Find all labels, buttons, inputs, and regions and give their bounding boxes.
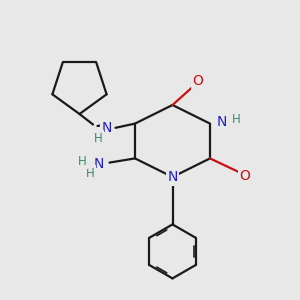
Text: N: N: [167, 170, 178, 184]
Text: H: H: [78, 154, 87, 168]
Text: H: H: [85, 167, 94, 180]
Text: H: H: [94, 131, 103, 145]
Text: O: O: [193, 74, 203, 88]
Text: N: N: [217, 115, 227, 129]
Text: N: N: [94, 157, 104, 171]
Text: N: N: [101, 122, 112, 135]
Text: O: O: [239, 169, 250, 182]
Text: H: H: [232, 112, 240, 126]
